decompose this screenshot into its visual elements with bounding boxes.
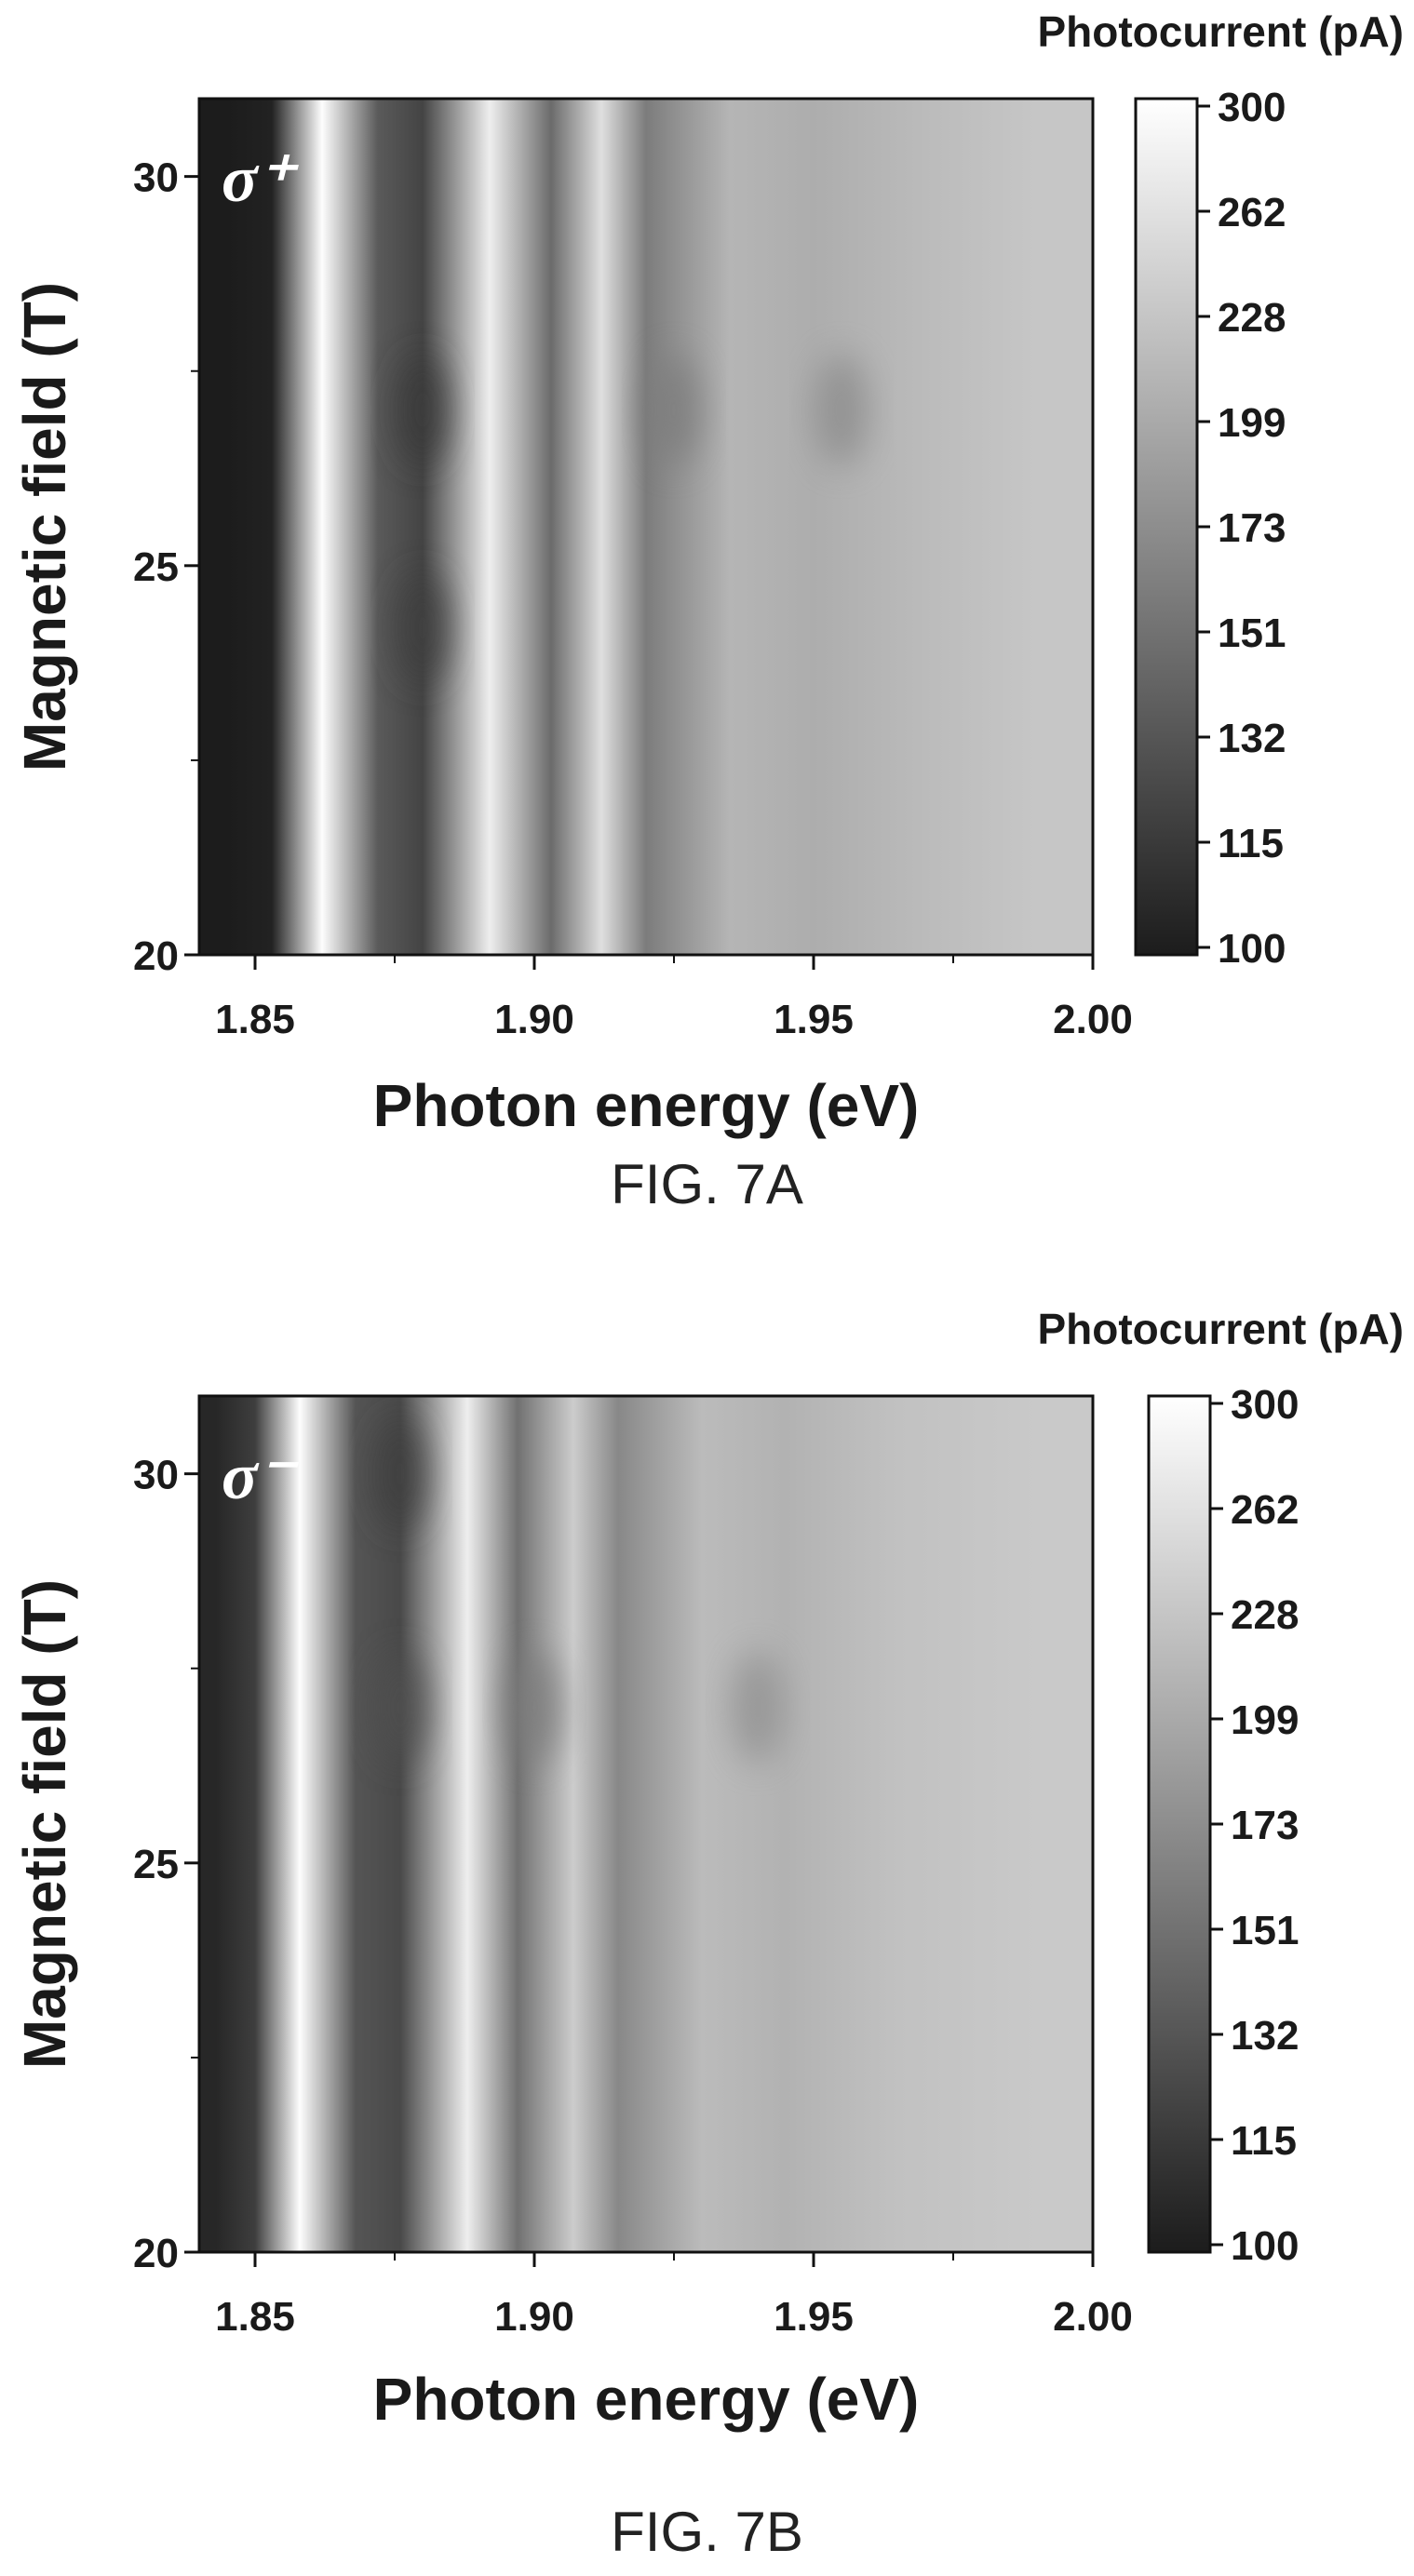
y-tick-label: 30	[133, 1453, 179, 1498]
colorbar-tick-label: 100	[1218, 926, 1286, 972]
colorbar-tick-label: 262	[1218, 190, 1286, 235]
figure-panel-a: 20 25 30 1.85 1.90 1.95 2.00 Photon energy (eV)…	[11, 7, 1404, 1215]
y-tick-label: 25	[133, 1842, 179, 1887]
heatmap-dark-spot	[397, 571, 449, 684]
colorbar-tick-label: 199	[1218, 400, 1286, 446]
colorbar-tick-label: 262	[1231, 1487, 1299, 1533]
plot-frame	[197, 97, 1095, 957]
x-tick-label: 1.90	[494, 2294, 574, 2340]
colorbar-tick-label: 100	[1231, 2223, 1299, 2269]
colorbar	[1134, 97, 1199, 957]
colorbar-title: Photocurrent (pA)	[1037, 7, 1404, 56]
heatmap-area	[199, 1396, 1093, 2252]
x-tick-label: 1.85	[215, 997, 295, 1042]
heatmap-background	[199, 1396, 1093, 2252]
colorbar	[1147, 1394, 1212, 2254]
colorbar-tick-label: 199	[1231, 1697, 1299, 1743]
heatmap-dark-spot	[397, 354, 449, 466]
colorbar-tick-label: 228	[1231, 1592, 1299, 1638]
colorbar-tick-label: 300	[1231, 1382, 1299, 1428]
x-tick-label: 1.95	[774, 2294, 854, 2340]
polarization-annotation: σ⁻	[222, 1439, 300, 1513]
heatmap-dark-spot	[374, 1417, 426, 1530]
colorbar-tick-label: 151	[1231, 1908, 1299, 1953]
polarization-annotation: σ⁺	[222, 141, 300, 216]
x-tick-label: 1.90	[494, 997, 574, 1042]
plot-frame	[197, 1394, 1095, 2254]
heatmap-dark-spot	[508, 1651, 560, 1764]
heatmap-dark-spot	[648, 354, 700, 466]
figure-caption-a: FIG. 7A	[611, 1153, 803, 1215]
y-axis-label: Magnetic field (T)	[11, 1579, 78, 2069]
y-tick-label: 20	[133, 933, 179, 979]
colorbar-tick-label: 300	[1218, 85, 1286, 130]
colorbar-tick-label: 115	[1231, 2118, 1297, 2164]
colorbar-tick-label: 228	[1218, 295, 1286, 341]
y-axis-label: Magnetic field (T)	[11, 282, 78, 771]
colorbar-tick-label: 115	[1218, 821, 1284, 866]
y-tick-label: 20	[133, 2231, 179, 2276]
x-tick-label: 2.00	[1053, 2294, 1133, 2340]
colorbar-tick-label: 132	[1231, 2013, 1299, 2059]
x-axis-label: Photon energy (eV)	[373, 2366, 920, 2433]
colorbar-tick-label: 151	[1218, 610, 1286, 656]
figure-caption-b: FIG. 7B	[611, 2501, 803, 2563]
y-tick-label: 30	[133, 155, 179, 201]
heatmap-chart-a: 20 25 30 1.85 1.90 1.95 2.00 Photon energy (eV)…	[11, 7, 1404, 1139]
x-tick-label: 1.85	[215, 2294, 295, 2340]
heatmap-dark-spot	[815, 354, 868, 466]
colorbar-title: Photocurrent (pA)	[1037, 1305, 1404, 1353]
x-tick-label: 2.00	[1053, 997, 1133, 1042]
y-tick-label: 25	[133, 544, 179, 590]
heatmap-background	[199, 99, 1093, 955]
colorbar-tick-label: 173	[1218, 505, 1286, 551]
figure-panel-b: 20 25 30 1.85 1.90 1.95 2.00 Photon energy (eV)…	[0, 1288, 1414, 2576]
x-tick-label: 1.95	[774, 997, 854, 1042]
heatmap-dark-spot	[732, 1651, 784, 1764]
colorbar-tick-label: 173	[1231, 1803, 1299, 1848]
x-axis-label: Photon energy (eV)	[373, 1072, 920, 1139]
colorbar-tick-label: 132	[1218, 716, 1286, 761]
heatmap-dark-spot	[374, 1651, 426, 1764]
heatmap-area	[199, 99, 1093, 955]
heatmap-chart-b: 20 25 30 1.85 1.90 1.95 2.00 Photon energy (eV)…	[11, 1305, 1404, 2433]
